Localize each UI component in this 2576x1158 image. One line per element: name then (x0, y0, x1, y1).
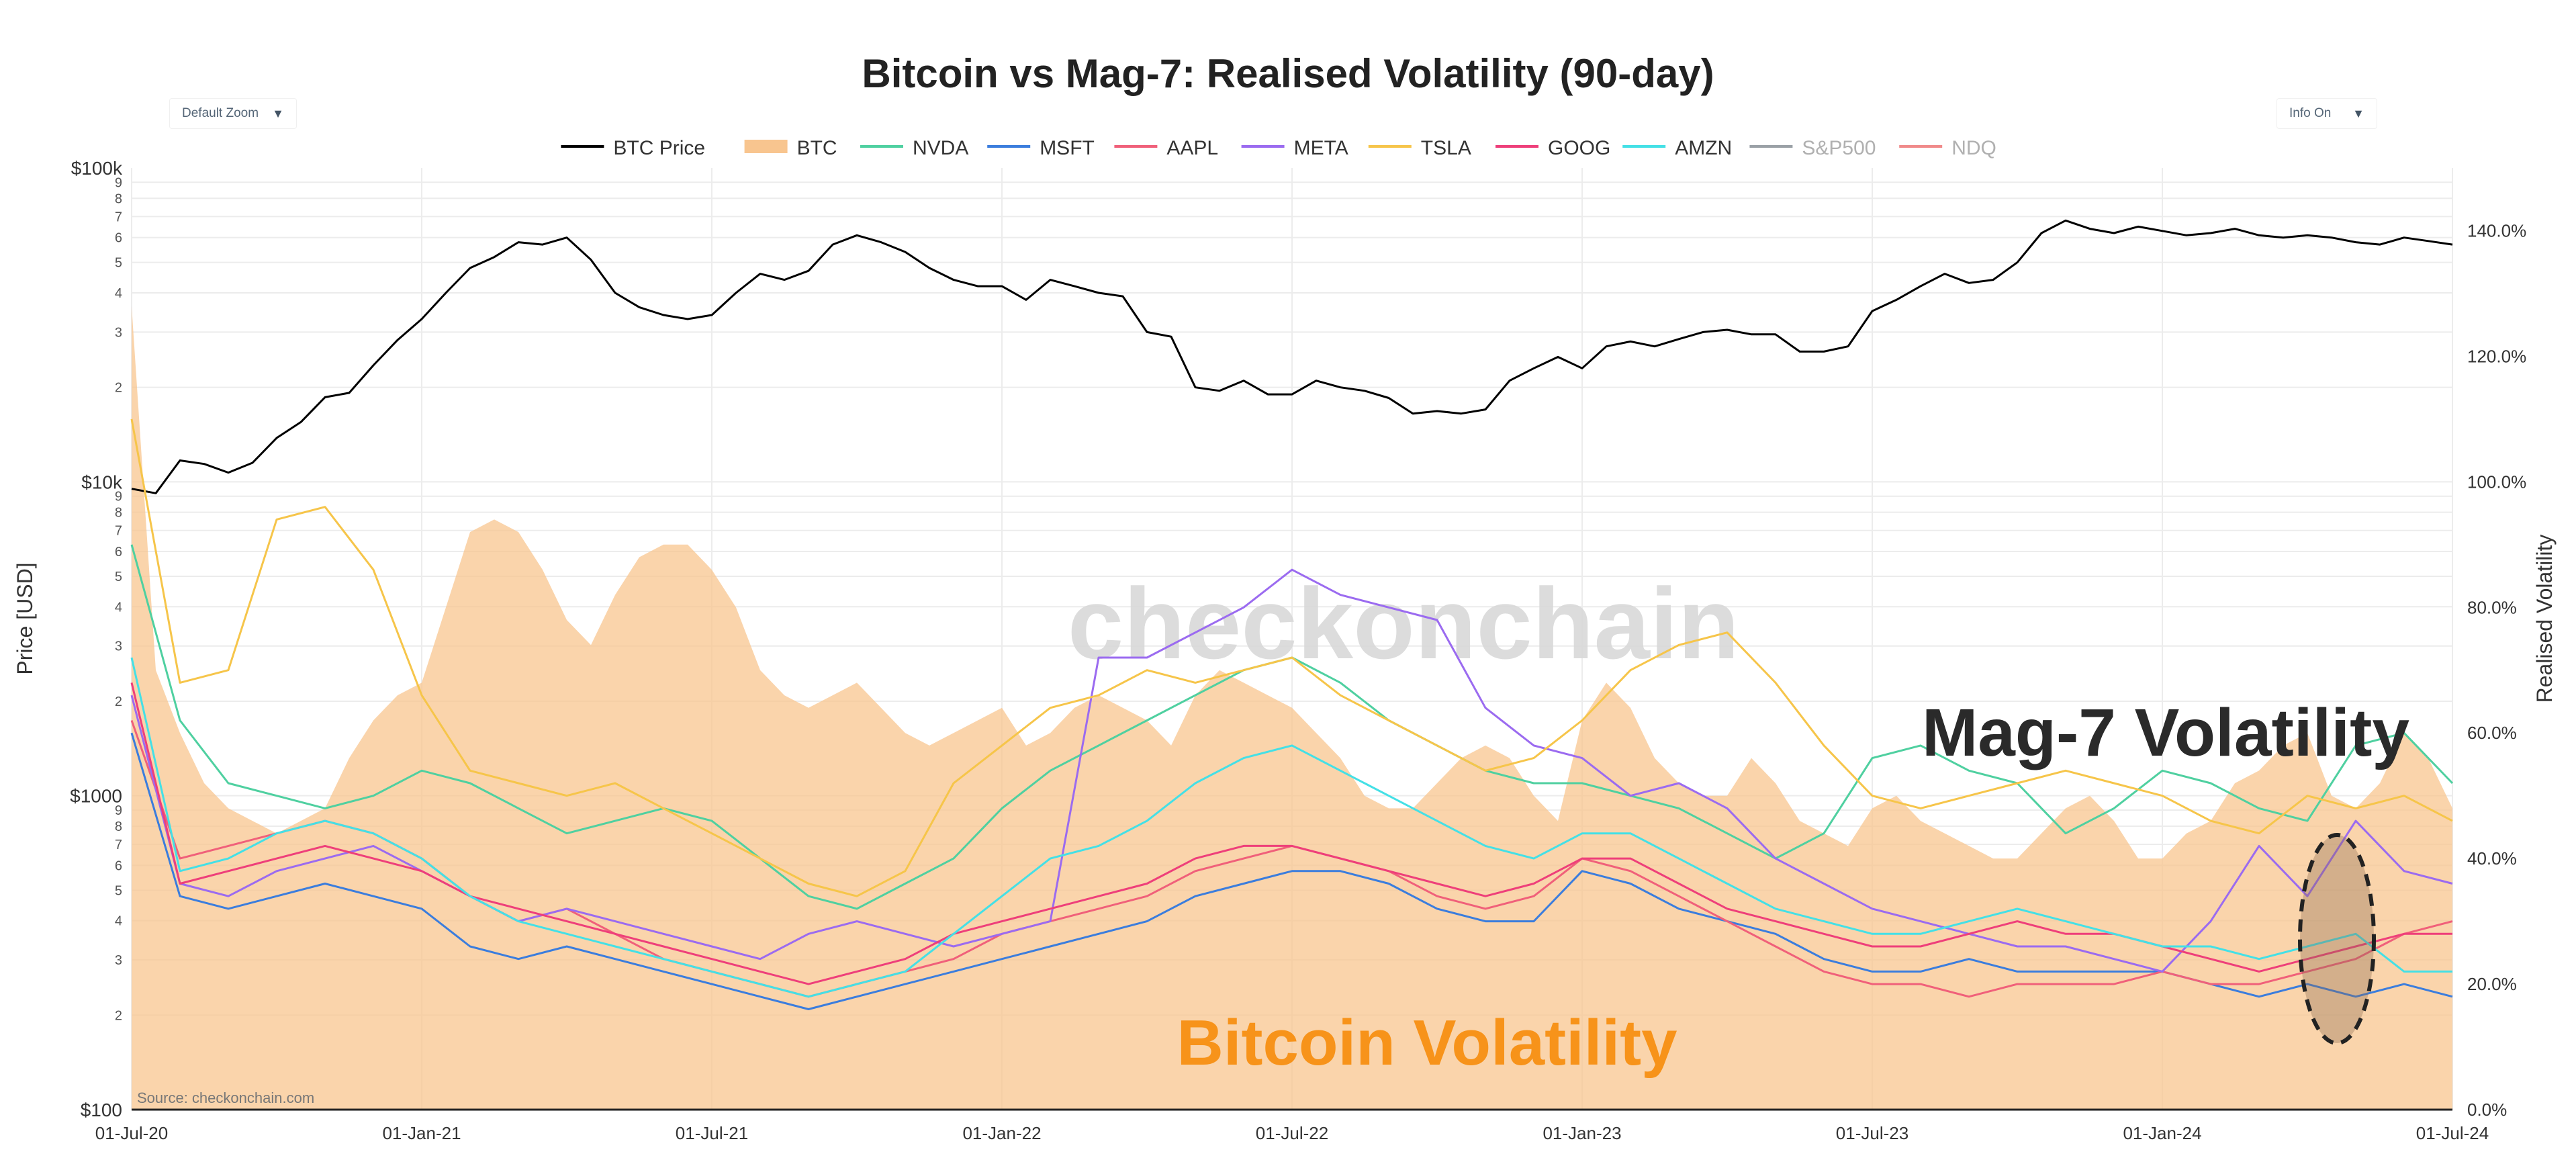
legend-label: TSLA (1421, 137, 1471, 159)
y-minor-tick-label: 7 (115, 524, 122, 539)
legend-item-meta[interactable]: META (1241, 137, 1348, 159)
legend-item-tsla[interactable]: TSLA (1368, 137, 1471, 159)
y-left-tick-label: $1000 (70, 786, 122, 807)
y-minor-tick-label: 6 (115, 545, 122, 560)
series-lines (130, 219, 2454, 1010)
y-right-tick-label: 60.0% (2467, 723, 2517, 743)
bitcoin-annotation: Bitcoin Volatility (1177, 1007, 1677, 1079)
zoom-select-label: Default Zoom (182, 106, 259, 120)
x-tick-label: 01-Jul-24 (2416, 1123, 2489, 1143)
y-right-tick-label: 100.0% (2467, 472, 2526, 492)
info-select[interactable]: Info On ▼ (2276, 98, 2377, 129)
y-minor-tick-label: 9 (115, 490, 122, 504)
legend-item-btc[interactable]: BTC (744, 137, 837, 159)
y-left-tick-label: $100 (81, 1100, 122, 1120)
series-msft-line (130, 732, 2453, 1010)
y-right-tick-label: 20.0% (2467, 974, 2517, 994)
y-minor-tick-label: 6 (115, 231, 122, 246)
x-tick-label: 01-Jan-22 (962, 1123, 1041, 1143)
y-left-tick-label: $10k (81, 472, 123, 492)
legend-label: BTC (797, 137, 837, 159)
legend-swatch (744, 140, 788, 153)
highlight-ellipse (2298, 833, 2376, 1045)
legend-label: BTC Price (613, 137, 705, 159)
chevron-down-icon: ▼ (272, 106, 284, 120)
y-minor-tick-label: 8 (115, 506, 122, 521)
x-tick-label: 01-Jan-21 (382, 1123, 461, 1143)
legend-item-aapl[interactable]: AAPL (1114, 137, 1218, 159)
y-minor-tick-label: 5 (115, 883, 122, 898)
legend-label: META (1294, 137, 1348, 159)
chart-title: Bitcoin vs Mag-7: Realised Volatility (9… (862, 51, 1714, 96)
y-minor-tick-label: 2 (115, 1008, 122, 1023)
y-right-tick-label: 0.0% (2467, 1100, 2507, 1120)
x-tick-label: 01-Jul-21 (676, 1123, 748, 1143)
y-minor-tick-label: 9 (115, 175, 122, 190)
legend[interactable]: BTC Price BTC NVDA MSFT AAPL META TSLA GOOG AMZN… (561, 137, 1996, 159)
series-goog-line (130, 682, 2452, 985)
y-minor-tick-label: 8 (115, 819, 122, 834)
info-select-label: Info On (2289, 106, 2332, 120)
y-minor-tick-label: 4 (115, 914, 122, 929)
x-tick-label: 01-Jan-24 (2123, 1123, 2201, 1143)
y-right-tick-label: 120.0% (2467, 346, 2526, 366)
y-right-tick-label: 80.0% (2467, 597, 2517, 617)
legend-label: GOOG (1548, 137, 1610, 159)
legend-item-ndq[interactable]: NDQ (1899, 137, 1996, 159)
legend-label: AAPL (1166, 137, 1218, 159)
legend-item-btc-price[interactable]: BTC Price (561, 137, 705, 159)
legend-item-nvda[interactable]: NVDA (860, 137, 968, 159)
y-minor-tick-label: 3 (115, 325, 122, 340)
legend-item-amzn[interactable]: AMZN (1622, 137, 1732, 159)
y-minor-tick-label: 5 (115, 256, 122, 271)
series-amzn-line (130, 657, 2452, 998)
x-tick-label: 01-Jul-22 (1256, 1123, 1328, 1143)
zoom-select[interactable]: Default Zoom ▼ (169, 98, 297, 129)
legend-label: S&P500 (1802, 137, 1876, 159)
watermark: checkonchain (1068, 567, 1739, 680)
y-minor-tick-label: 9 (115, 803, 122, 818)
y-minor-tick-label: 3 (115, 639, 122, 654)
x-tick-label: 01-Jul-23 (1836, 1123, 1908, 1143)
series-btc-price-line (131, 219, 2453, 494)
source-label: Source: checkonchain.com (137, 1089, 314, 1106)
x-tick-label: 01-Jul-20 (95, 1123, 168, 1143)
y-right-tick-label: 40.0% (2467, 848, 2517, 868)
y-minor-tick-label: 3 (115, 953, 122, 968)
legend-item-s-p500[interactable]: S&P500 (1749, 137, 1876, 159)
y-minor-tick-label: 4 (115, 600, 122, 615)
y-minor-tick-label: 7 (115, 838, 122, 852)
legend-label: MSFT (1040, 137, 1095, 159)
y-left-tick-label: $100k (71, 158, 123, 179)
mag7-annotation: Mag-7 Volatility (1922, 695, 2409, 770)
legend-label: NVDA (913, 137, 968, 159)
y-minor-tick-label: 5 (115, 570, 122, 584)
x-tick-label: 01-Jan-23 (1543, 1123, 1621, 1143)
legend-label: AMZN (1675, 137, 1732, 159)
y-minor-tick-label: 2 (115, 695, 122, 709)
y-minor-tick-label: 7 (115, 210, 122, 224)
y-minor-tick-label: 8 (115, 191, 122, 206)
series-tsla-line (130, 418, 2453, 897)
y-minor-tick-label: 6 (115, 858, 122, 873)
y-left-axis-title: Price [USD] (13, 562, 37, 674)
y-minor-tick-label: 2 (115, 381, 122, 396)
y-right-tick-label: 140.0% (2467, 220, 2526, 240)
legend-item-goog[interactable]: GOOG (1496, 137, 1610, 159)
legend-label: NDQ (1951, 137, 1996, 159)
chevron-down-icon: ▼ (2352, 106, 2364, 120)
y-right-axis-title: Realised Volatility (2532, 535, 2557, 703)
legend-item-msft[interactable]: MSFT (987, 137, 1095, 159)
y-minor-tick-label: 4 (115, 286, 122, 301)
